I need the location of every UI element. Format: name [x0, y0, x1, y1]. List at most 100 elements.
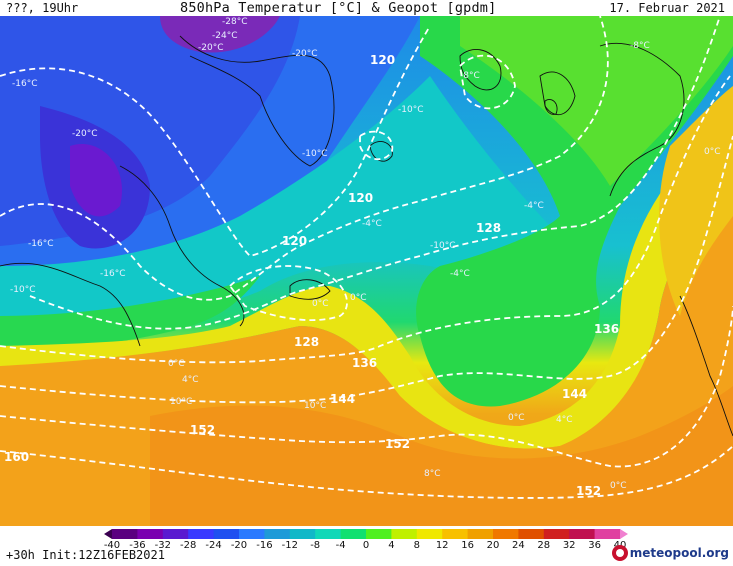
isotherm-label: -10°C — [10, 285, 35, 295]
contour-120-west — [0, 25, 431, 257]
weather-map: 120 120 120 128 128 136 136 144 144 152 … — [0, 16, 733, 526]
scale-tick-label: -4 — [335, 540, 346, 551]
scandinavia-coast-1 — [459, 49, 502, 91]
scale-tick-label: -12 — [281, 540, 298, 551]
isotherm-label: 0°C — [508, 413, 525, 423]
scale-tick-label: 32 — [562, 540, 576, 551]
isotherm-label: -4°C — [450, 269, 470, 279]
geopotential-contours — [0, 16, 733, 499]
scale-swatch — [543, 529, 570, 539]
scale-swatch — [366, 529, 392, 539]
contour-label: 136 — [352, 356, 377, 370]
scale-swatch — [137, 529, 164, 539]
scale-swatch — [239, 529, 265, 539]
scale-swatch — [416, 529, 443, 539]
iberia-coast — [679, 295, 733, 437]
isotherm-label: 0°C — [168, 359, 185, 369]
scale-tick-label: -8 — [310, 540, 321, 551]
contour-120-sw — [0, 203, 301, 301]
scale-tick-label: 8 — [413, 540, 420, 551]
contour-144 — [0, 135, 733, 404]
isotherm-label: -28°C — [222, 17, 247, 27]
map-canvas: 120 120 120 128 128 136 136 144 144 152 … — [0, 16, 733, 526]
scale-swatch — [162, 529, 189, 539]
scale-tick-label: 12 — [435, 540, 449, 551]
scale-tick-label: 36 — [588, 540, 601, 551]
scale-swatch — [289, 529, 316, 539]
isotherm-label: -10°C — [302, 149, 327, 159]
scale-swatch — [569, 529, 596, 539]
mild-airmass-north — [460, 16, 733, 186]
contour-label-group: 120 120 120 128 128 136 136 144 144 152 … — [4, 53, 619, 498]
contour-152 — [0, 305, 733, 468]
meteopool-logo-icon — [611, 545, 628, 561]
scale-swatch — [264, 529, 291, 539]
brand[interactable]: meteopool.org — [611, 544, 729, 562]
contour-120-east — [299, 16, 609, 247]
map-header: ???, 19Uhr 850hPa Temperatur [°C] & Geop… — [0, 0, 733, 16]
scale-swatch — [391, 529, 418, 539]
scale-tick-label: 16 — [461, 540, 474, 551]
valid-date-label: 17. Februar 2021 — [609, 1, 725, 15]
isotherm-label: 0°C — [350, 293, 367, 303]
scale-swatch — [315, 529, 342, 539]
isotherm-label: -20°C — [72, 129, 97, 139]
scale-tick-label: -20 — [230, 540, 248, 551]
isotherm-label: 0°C — [704, 147, 721, 157]
valid-time-label: ???, 19Uhr — [6, 1, 79, 15]
contour-label: 128 — [476, 221, 501, 235]
greenland-coast — [179, 35, 335, 167]
scale-swatch — [467, 529, 494, 539]
contour-label: 120 — [282, 234, 307, 248]
isotherm-label: -16°C — [28, 239, 53, 249]
map-title: 850hPa Temperatur [°C] & Geopot [gpdm] — [180, 0, 497, 16]
scale-tick-label: -36 — [129, 540, 146, 551]
scale-tick-label: -40 — [103, 540, 121, 551]
scale-swatch — [442, 529, 469, 539]
contour-128 — [29, 16, 721, 330]
scandinavia-coast-2 — [539, 71, 576, 116]
scale-swatch — [104, 529, 112, 539]
isotherm-label: -4°C — [362, 219, 382, 229]
isotherm-label: 0°C — [312, 299, 329, 309]
warm-airmass-south — [150, 386, 733, 526]
map-footer: -40 -36 -32 -28 -24 -20 -16 -12 -8 -4 0 4 8 12 16 20 24 2… — [0, 526, 733, 566]
low-centre — [228, 265, 348, 322]
scale-swatch — [518, 529, 545, 539]
isotherm-label: 8°C — [424, 469, 441, 479]
scale-tick-label: 0 — [362, 540, 370, 551]
contour-label: 152 — [190, 423, 215, 437]
isotherm-label-group: -28°C -24°C -20°C -20°C -16°C -16°C -16°… — [10, 17, 721, 491]
isotherm-label: -10°C — [430, 241, 455, 251]
norway-coast — [599, 42, 685, 197]
cool-airmass — [0, 76, 560, 336]
isotherm-label: 10°C — [170, 397, 192, 407]
contour-label: 120 — [348, 191, 373, 205]
scale-swatch — [112, 529, 138, 539]
isotherm-label: 0°C — [610, 481, 627, 491]
scale-swatch — [594, 529, 621, 539]
forecast-run-label: +30h Init:12Z16FEB2021 — [6, 548, 165, 562]
scale-swatch — [620, 529, 628, 539]
contour-label: 120 — [370, 53, 395, 67]
contour-label: 152 — [576, 484, 601, 498]
norway-high — [459, 54, 516, 110]
scale-tick-label: 20 — [486, 540, 500, 551]
scale-swatch — [340, 529, 367, 539]
scale-tick-label: -16 — [256, 540, 273, 551]
contour-label: 128 — [294, 335, 319, 349]
contour-160 — [0, 445, 733, 499]
scale-tick-label: 28 — [537, 540, 551, 551]
hudson-coast — [0, 262, 141, 347]
lake — [544, 99, 558, 115]
isotherm-label: -16°C — [100, 269, 125, 279]
scale-tick-label: 4 — [388, 540, 395, 551]
isotherm-label: -8°C — [460, 71, 480, 81]
isotherm-label: -20°C — [198, 43, 223, 53]
iceland-coast — [369, 141, 393, 162]
isotherm-label: -24°C — [212, 31, 237, 41]
scale-tick-label: -28 — [180, 540, 197, 551]
coldest-core — [70, 144, 122, 217]
isotherm-label: -4°C — [524, 201, 544, 211]
coastlines — [0, 35, 733, 437]
